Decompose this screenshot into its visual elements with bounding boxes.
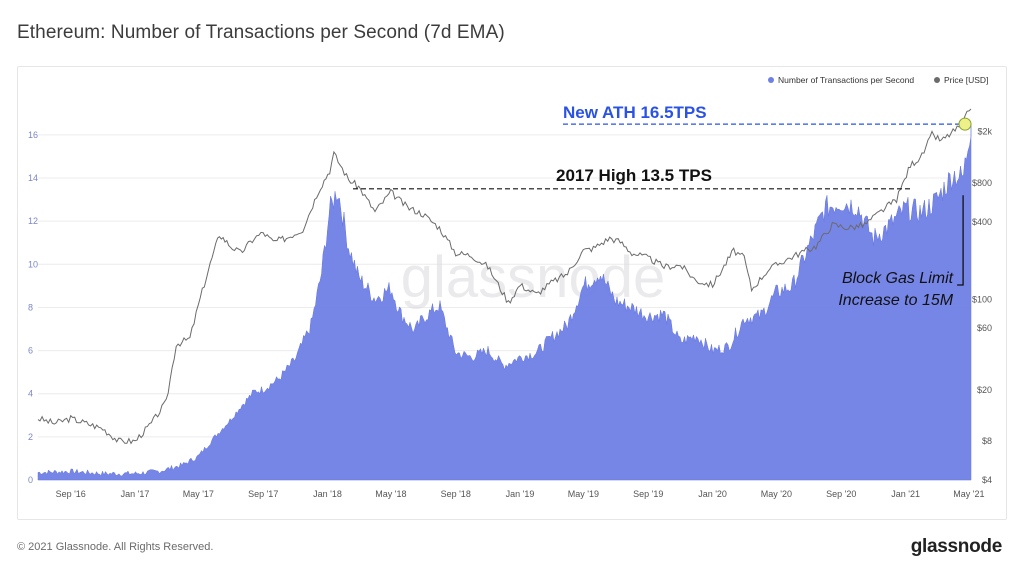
y-right-tick-label: $8 bbox=[982, 436, 992, 446]
x-tick-label: May '18 bbox=[375, 489, 406, 499]
chart-frame: glassnode New ATH 16.5TPS 2017 High 13.5 … bbox=[17, 66, 1007, 520]
x-tick-label: Sep '20 bbox=[826, 489, 856, 499]
gas-limit-pointer-line bbox=[957, 195, 964, 286]
copyright-text: © 2021 Glassnode. All Rights Reserved. bbox=[17, 541, 214, 553]
x-tick-label: Jan '19 bbox=[506, 489, 535, 499]
y-right-tick-label: $800 bbox=[972, 178, 992, 188]
price-line-series[interactable] bbox=[37, 108, 972, 445]
x-tick-label: May '20 bbox=[761, 489, 792, 499]
x-tick-label: Sep '16 bbox=[56, 489, 86, 499]
x-tick-label: May '21 bbox=[953, 489, 984, 499]
tps-area-series[interactable] bbox=[37, 124, 972, 481]
legend-label-tps[interactable]: Number of Transactions per Second bbox=[778, 75, 914, 85]
legend-label-price[interactable]: Price [USD] bbox=[944, 75, 988, 85]
x-tick-label: Jan '18 bbox=[313, 489, 342, 499]
x-tick-label: Jan '21 bbox=[891, 489, 920, 499]
y-right-tick-label: $2k bbox=[977, 127, 992, 137]
ath-annotation-label: New ATH 16.5TPS bbox=[563, 103, 707, 122]
y-left-tick-label: 4 bbox=[28, 389, 33, 399]
y-left-tick-label: 14 bbox=[28, 173, 38, 183]
y-left-tick-label: 16 bbox=[28, 130, 38, 140]
x-tick-label: Sep '19 bbox=[633, 489, 663, 499]
page-title: Ethereum: Number of Transactions per Sec… bbox=[17, 22, 505, 43]
y-right-tick-label: $100 bbox=[972, 295, 992, 305]
y-right-tick-label: $60 bbox=[977, 323, 992, 333]
legend-swatch-tps bbox=[768, 77, 774, 83]
high-2017-annotation-label: 2017 High 13.5 TPS bbox=[556, 166, 712, 185]
x-tick-label: May '17 bbox=[183, 489, 214, 499]
gas-limit-annotation-line1: Block Gas Limit bbox=[842, 270, 954, 287]
y-right-tick-label: $400 bbox=[972, 217, 992, 227]
y-left-tick-label: 6 bbox=[28, 346, 33, 356]
y-left-tick-label: 0 bbox=[28, 475, 33, 485]
y-left-tick-label: 12 bbox=[28, 216, 38, 226]
legend-swatch-price bbox=[934, 77, 940, 83]
ath-marker-circle bbox=[958, 117, 972, 131]
y-right-tick-label: $4 bbox=[982, 475, 992, 485]
gas-limit-annotation-line2: Increase to 15M bbox=[838, 292, 953, 309]
x-tick-label: Jan '20 bbox=[698, 489, 727, 499]
x-tick-label: Jan '17 bbox=[121, 489, 150, 499]
y-left-tick-label: 10 bbox=[28, 259, 38, 269]
y-right-tick-label: $20 bbox=[977, 385, 992, 395]
x-tick-label: Sep '18 bbox=[441, 489, 471, 499]
y-left-tick-label: 2 bbox=[28, 432, 33, 442]
x-tick-label: Sep '17 bbox=[248, 489, 278, 499]
legend: Number of Transactions per Second Price … bbox=[768, 75, 988, 85]
watermark: glassnode bbox=[401, 245, 665, 310]
brand-logo[interactable]: glassnode bbox=[910, 536, 1003, 557]
chart-canvas: glassnode New ATH 16.5TPS 2017 High 13.5 … bbox=[28, 75, 992, 499]
y-left-tick-label: 8 bbox=[28, 302, 33, 312]
x-tick-label: May '19 bbox=[568, 489, 599, 499]
